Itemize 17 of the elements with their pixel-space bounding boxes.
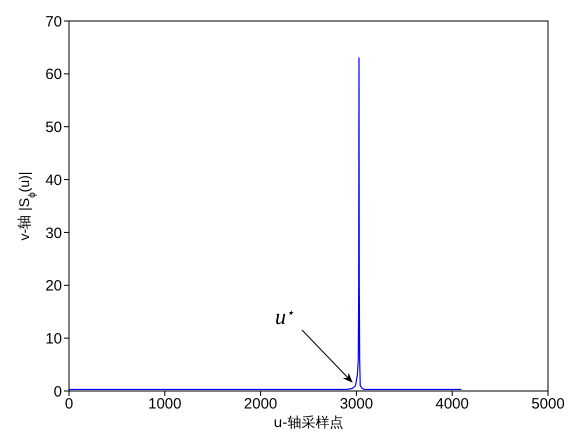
x-tick-label: 2000 — [244, 396, 278, 413]
x-tick-label: 0 — [64, 396, 74, 413]
y-tick-label: 50 — [45, 119, 62, 136]
y-tick-label: 30 — [45, 224, 62, 242]
x-tick-label: 5000 — [531, 396, 565, 413]
annotation: u$^{⋆}$ — [274, 304, 294, 330]
y-tick-label: 60 — [45, 66, 62, 84]
y-tick-label: 70 — [45, 13, 62, 30]
x-tick-label: 1000 — [148, 396, 182, 413]
y-tick-label: 40 — [45, 172, 62, 189]
y-tick-label: 10 — [45, 330, 62, 348]
y-tick-label: 0 — [54, 383, 62, 400]
x-tick-label: 3000 — [340, 396, 374, 413]
y-tick-label: 20 — [45, 278, 62, 295]
line-series — [69, 57, 462, 390]
x-axis-title: u-轴采样点 — [274, 415, 344, 431]
x-tick-label: 4000 — [436, 396, 469, 413]
